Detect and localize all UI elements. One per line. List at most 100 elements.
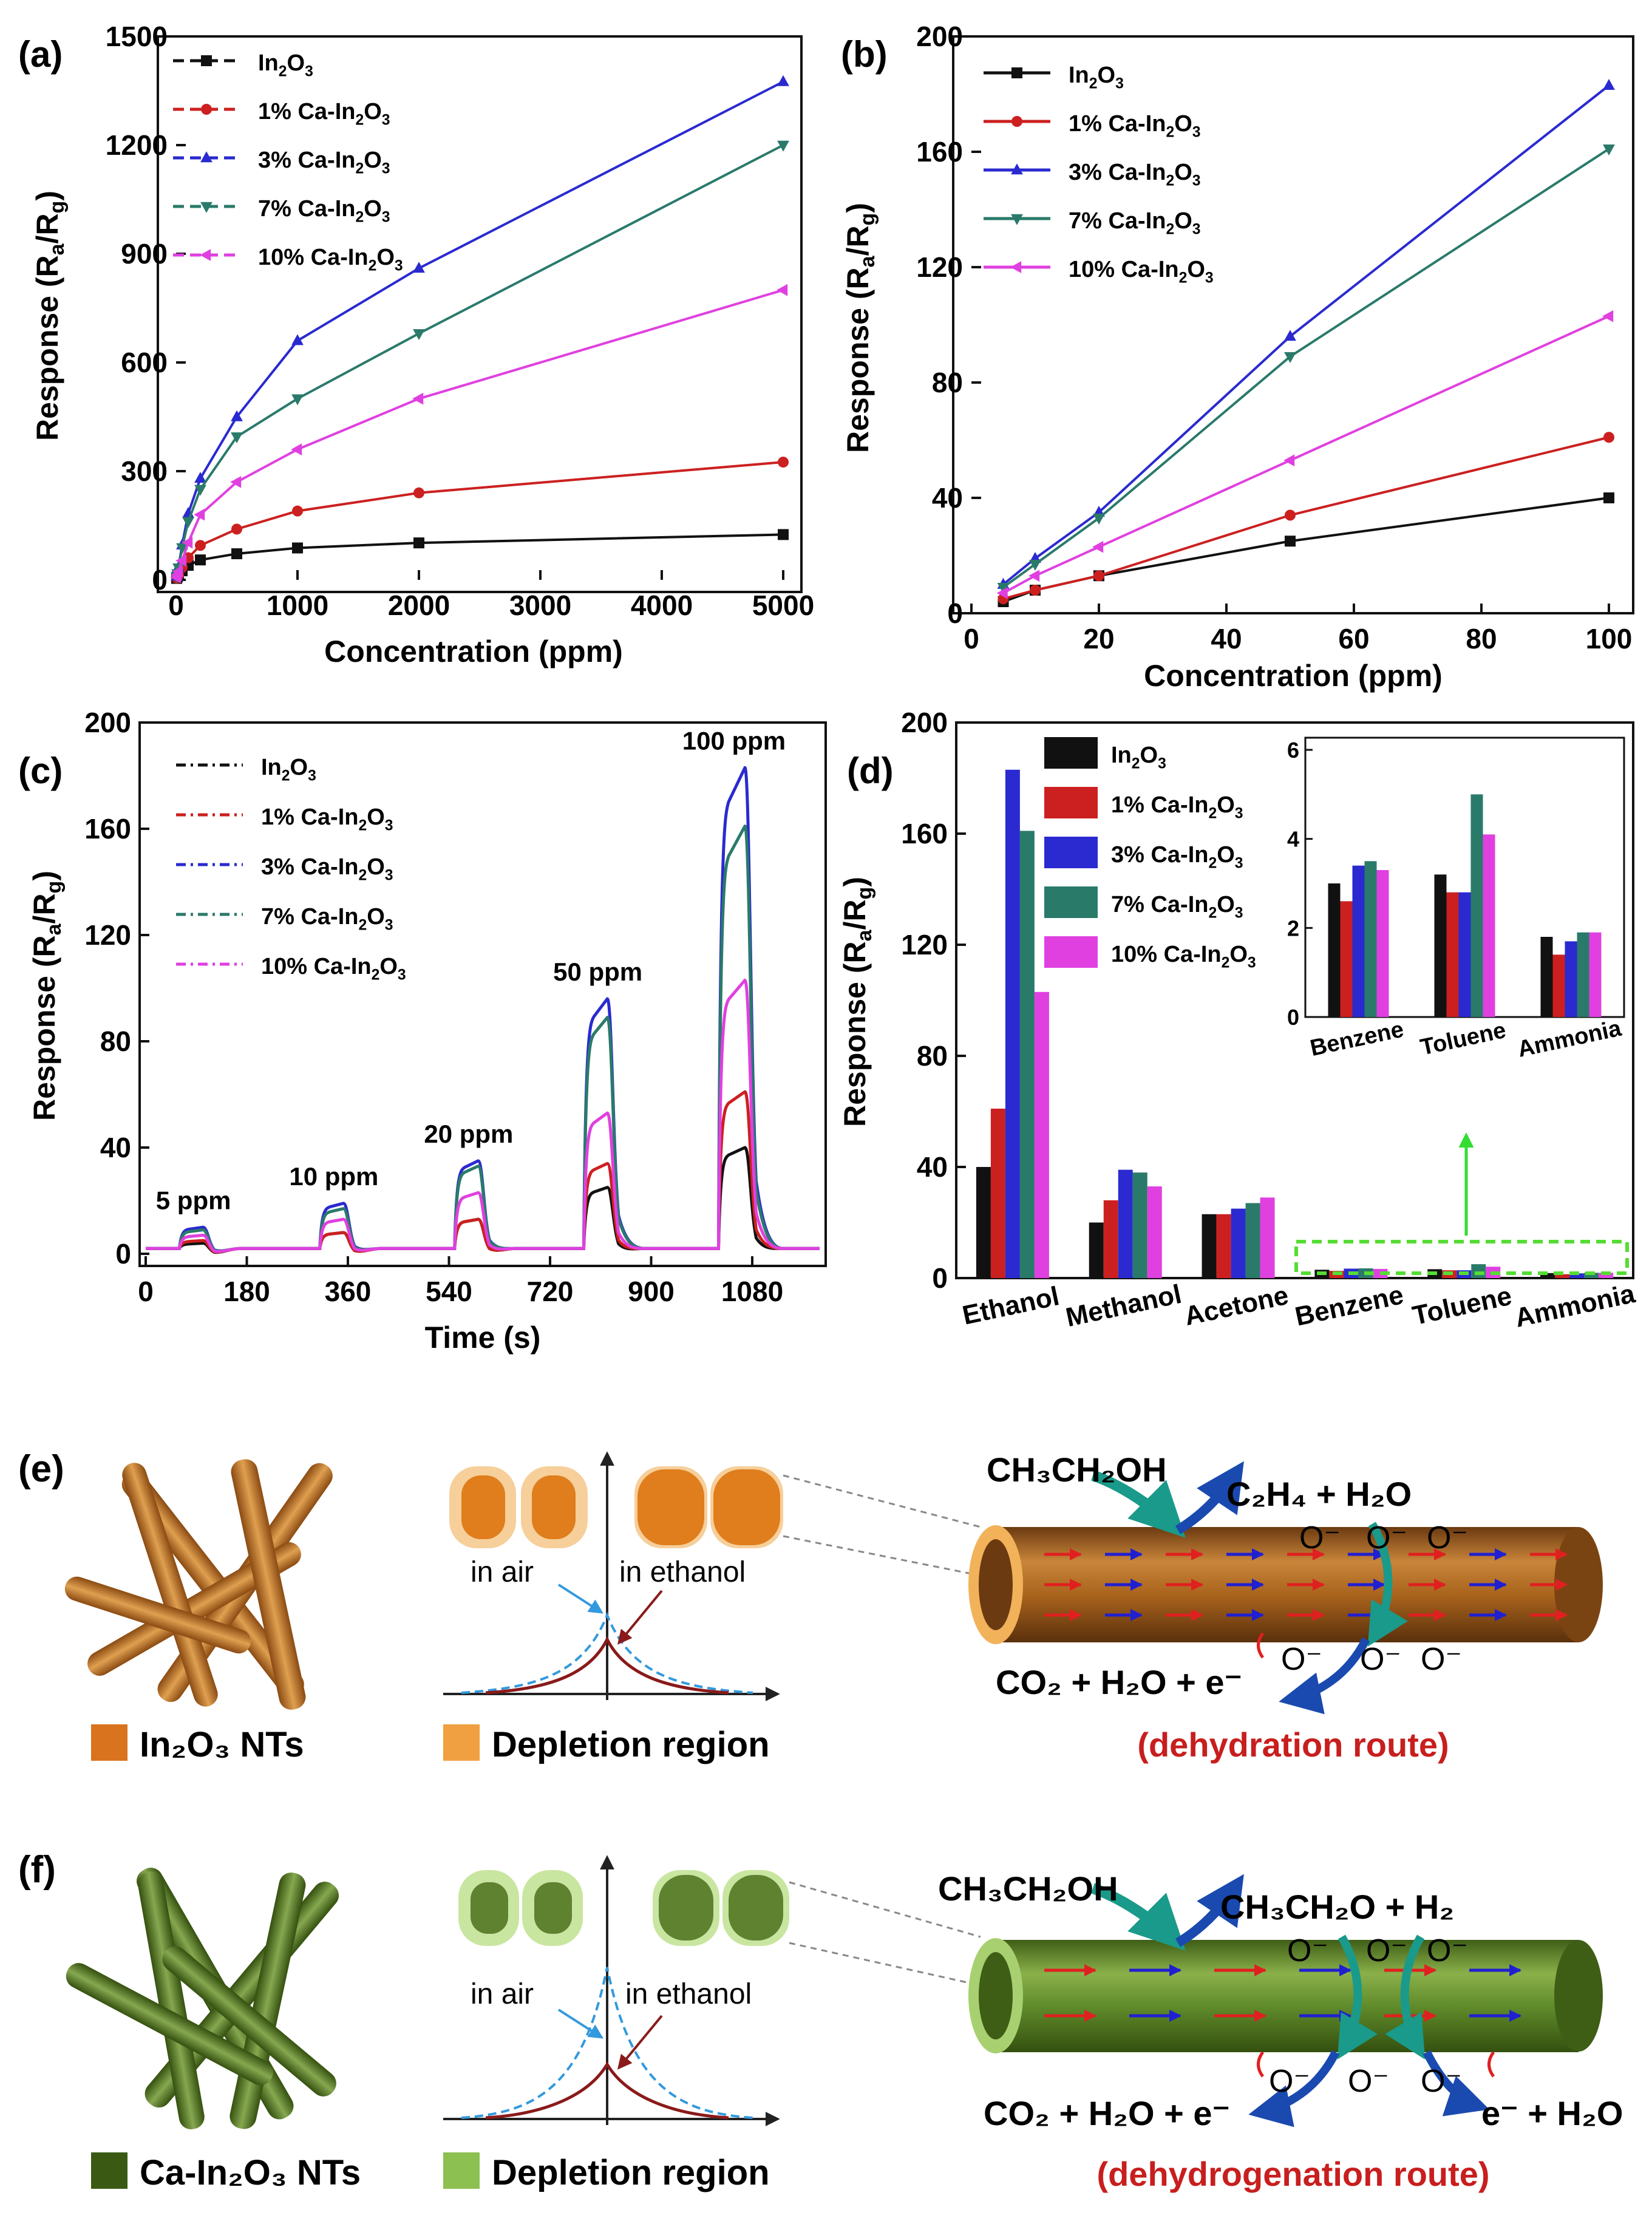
data-point	[413, 537, 424, 549]
legend-marker	[1010, 261, 1022, 273]
y-axis-label-d: Response (Ra/Rg)	[838, 877, 876, 1127]
legend-marker	[1011, 163, 1023, 175]
panel-label-a: (a)	[18, 34, 63, 75]
inset-bar	[1483, 834, 1495, 1017]
route-label-e: (dehydration route)	[1137, 1726, 1449, 1764]
x-tick-label: 1000	[267, 590, 328, 621]
bar	[1555, 1274, 1570, 1278]
data-point	[1283, 454, 1295, 467]
pulse-labels-c: 5 ppm 10 ppm 20 ppm 50 ppm 100 ppm	[156, 726, 786, 1214]
bar	[1202, 1214, 1217, 1278]
legend-label: In2O3	[261, 755, 316, 784]
panel-a: (a) 0 1000 2000 3000 4000 5000 0 300 600 900 1200 1…	[18, 21, 814, 668]
label-in-air-e: in air	[471, 1556, 534, 1588]
y-axis-label-c: Response (Ra/Rg)	[27, 871, 66, 1121]
inset-bar	[1434, 874, 1447, 1017]
inset-bar	[1540, 937, 1553, 1017]
data-point	[291, 443, 302, 456]
legend-swatch-depletion-f	[443, 2152, 480, 2189]
oxygen-ion-e-5: O⁻	[1360, 1642, 1401, 1677]
data-point	[194, 472, 206, 483]
x-axis-label-a: Concentration (ppm)	[324, 634, 623, 668]
data-point	[1284, 352, 1296, 364]
pulse-label: 20 ppm	[424, 1120, 513, 1148]
bar	[1147, 1186, 1162, 1278]
inset-bar	[1340, 901, 1353, 1017]
series-line	[175, 461, 784, 579]
inset-category-label: Benzene	[1308, 1016, 1406, 1061]
label-in-ethanol-e: in ethanol	[619, 1556, 746, 1588]
data-point	[777, 140, 789, 152]
legend-b: In2O3 1% Ca-In2O3 3% Ca-In2O3 7% Ca-In2O3 10…	[984, 63, 1214, 287]
inset-y-tick-label: 2	[1287, 916, 1299, 940]
y-tick-label: 160	[901, 818, 948, 849]
product-right-f: e⁻ + H₂O	[1481, 2094, 1623, 2132]
x-tick-label: 1080	[721, 1276, 783, 1307]
series-line	[146, 766, 820, 1253]
legend-marker	[201, 55, 212, 66]
data-point	[172, 565, 183, 578]
ca-in2o3-tube-diagram	[789, 1874, 1603, 2127]
x-tick-label: 4000	[631, 590, 693, 621]
axes-c: 0 180 360 540 720 900 1080 0 40 80 120 160 200	[84, 707, 783, 1307]
category-label: Ammonia	[1512, 1279, 1638, 1333]
y-axis-label-a: Response (Ra/Rg)	[30, 191, 69, 441]
legend-marker	[200, 202, 212, 213]
product-bottom-f: CO₂ + H₂O + e⁻	[984, 2094, 1230, 2132]
tube-arrows-e	[1044, 1548, 1568, 1621]
data-point	[1093, 514, 1105, 525]
legend-swatch-ca-in2o3-nts	[91, 2152, 127, 2189]
y-tick-label: 600	[121, 347, 168, 378]
x-tick-label: 80	[1466, 623, 1497, 655]
oxygen-ion-f-4: O⁻	[1269, 2064, 1310, 2099]
data-point	[231, 523, 242, 535]
data-point	[1603, 145, 1615, 156]
category-label: Methanol	[1063, 1279, 1184, 1333]
legend-label: 3% Ca-In2O3	[258, 148, 390, 177]
panel-e: (e) In₂O₃ NTs in air	[18, 1448, 1603, 1764]
data-point	[182, 517, 194, 528]
bar	[1005, 769, 1020, 1278]
legend-marker	[1011, 67, 1022, 78]
legend-label: 7% Ca-In2O3	[1069, 208, 1201, 238]
x-tick-label: 3000	[509, 590, 571, 621]
bar	[976, 1167, 991, 1278]
x-tick-label: 40	[1211, 623, 1242, 655]
label-in-ethanol-f: in ethanol	[625, 1978, 752, 2010]
legend-swatch	[1044, 886, 1098, 918]
legend-swatch	[1044, 936, 1098, 968]
legend-label: 7% Ca-In2O3	[258, 196, 390, 226]
legend-label: 10% Ca-In2O3	[1111, 942, 1256, 971]
panel-label-f: (f)	[18, 1849, 56, 1891]
plot-frame-b	[952, 35, 1634, 614]
data-point	[997, 583, 1010, 594]
y-tick-label: 1500	[106, 21, 168, 52]
series-line	[146, 825, 820, 1253]
data-point	[231, 410, 243, 421]
series-a	[170, 75, 789, 584]
panel-label-c: (c)	[18, 750, 63, 791]
y-tick-label: 0	[115, 1238, 131, 1270]
inset-bar	[1552, 954, 1565, 1017]
y-tick-label: 120	[916, 251, 963, 283]
oxygen-ion-f-1: O⁻	[1287, 1933, 1328, 1968]
category-label: Benzene	[1293, 1280, 1406, 1332]
legend-label: 10% Ca-In2O3	[1069, 257, 1214, 287]
series-line	[175, 288, 784, 578]
data-point	[777, 75, 789, 86]
series-c	[146, 766, 820, 1254]
product-bottom-e: CO₂ + H₂O + e⁻	[996, 1663, 1242, 1701]
bar	[1019, 831, 1035, 1278]
legend-d: In2O3 1% Ca-In2O3 3% Ca-In2O3 7% Ca-In2O3 10…	[1044, 737, 1256, 971]
series-line	[146, 978, 820, 1253]
y-tick-label: 40	[917, 1151, 948, 1183]
legend-swatch-depletion-e	[443, 1724, 480, 1761]
axes-a: 0 1000 2000 3000 4000 5000 0 300 600 900 1200 1500	[106, 21, 815, 621]
x-tick-label: 60	[1338, 623, 1369, 655]
legend-label: 1% Ca-In2O3	[1069, 111, 1201, 141]
legend-label: 10% Ca-In2O3	[261, 954, 406, 984]
y-tick-label: 0	[932, 1262, 948, 1294]
data-point	[778, 457, 789, 468]
legend-label: 1% Ca-In2O3	[258, 99, 390, 129]
